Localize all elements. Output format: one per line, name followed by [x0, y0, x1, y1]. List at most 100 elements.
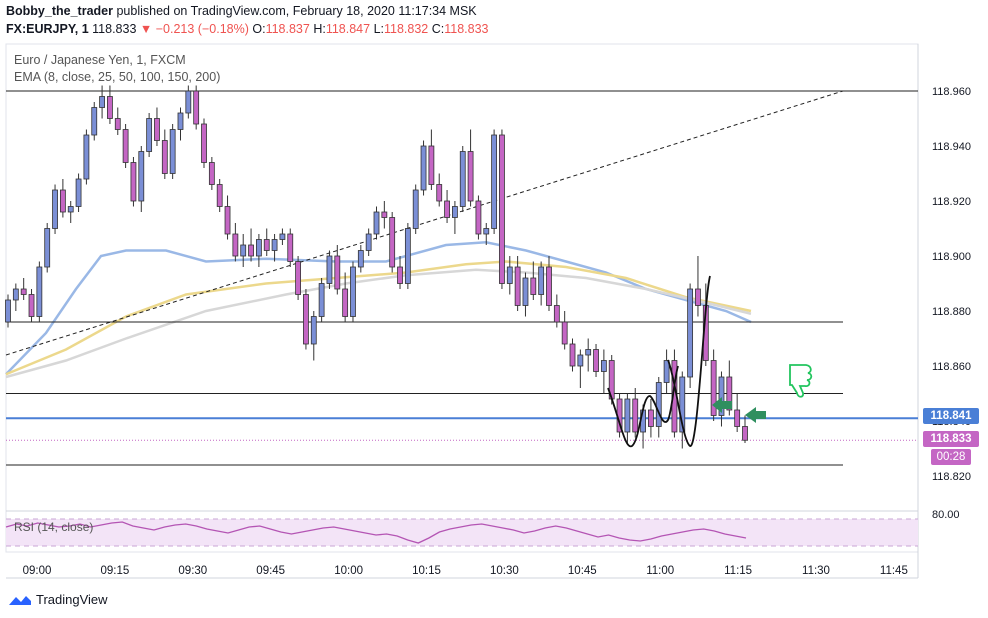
- candle-body: [83, 134, 90, 180]
- candle-body: [373, 211, 380, 235]
- price-change: ▼ −0.213 (−0.18%): [139, 22, 249, 36]
- candle-body: [208, 162, 215, 185]
- candle-body: [624, 398, 631, 433]
- candle-body: [561, 321, 568, 345]
- candle-body: [342, 288, 349, 317]
- drawn-curve-right[interactable]: [667, 275, 711, 447]
- candle-body: [726, 376, 733, 411]
- candle-body: [5, 299, 11, 323]
- candle-body: [428, 145, 435, 185]
- footer-brand: TradingView: [36, 592, 108, 607]
- candle-body: [169, 129, 176, 174]
- time-tick-label: 09:45: [256, 565, 285, 577]
- candle-body: [114, 118, 121, 130]
- candle-body: [154, 118, 160, 141]
- candle-body: [122, 129, 129, 163]
- candle-body: [679, 376, 686, 433]
- candle-body: [240, 244, 247, 257]
- rsi-tick-label: 80.00: [932, 509, 960, 521]
- low-label: L:: [373, 22, 384, 36]
- rsi-legend[interactable]: RSI (14, close): [14, 520, 94, 534]
- candle-body: [52, 189, 58, 229]
- time-tick-label: 10:00: [334, 565, 363, 577]
- current-price-tag: 118.833: [923, 431, 979, 447]
- candle-body: [695, 288, 701, 306]
- candle-body: [742, 426, 748, 441]
- price-tick-label: 118.880: [932, 306, 971, 318]
- close-value: 118.833: [444, 22, 489, 36]
- candle-body: [177, 112, 184, 130]
- candle-body: [452, 206, 458, 218]
- price-tick-label: 118.820: [932, 471, 971, 483]
- candle-body: [514, 266, 521, 306]
- candle-body: [271, 239, 278, 251]
- candle-body: [475, 200, 482, 235]
- candle-body: [577, 354, 584, 367]
- candle-body: [718, 376, 725, 416]
- open-label: O:: [252, 22, 266, 36]
- candle-body: [91, 107, 98, 136]
- ohlc-bar: FX:EURJPY, 1 118.833 ▼ −0.213 (−0.18%) O…: [6, 22, 489, 36]
- candle-body: [420, 145, 427, 191]
- candle-body: [600, 360, 607, 372]
- ema-legend[interactable]: EMA (8, close, 25, 50, 100, 150, 200): [14, 70, 221, 84]
- candle-body: [404, 228, 411, 284]
- candle-body: [381, 211, 388, 218]
- thumbs-down-icon[interactable]: [789, 364, 813, 398]
- candle-body: [350, 266, 356, 317]
- tradingview-footer[interactable]: TradingView: [8, 592, 108, 607]
- candle-body: [12, 288, 19, 301]
- candle-body: [710, 360, 717, 416]
- symbol-label: FX:EURJPY, 1: [6, 22, 89, 36]
- candle-body: [255, 239, 262, 257]
- candle-body: [216, 184, 223, 207]
- candle-body: [506, 266, 513, 284]
- candle-body: [569, 343, 576, 367]
- candle-body: [310, 316, 317, 345]
- price-tick-label: 118.940: [932, 141, 971, 153]
- candle-body: [224, 206, 231, 235]
- candle-body: [648, 409, 654, 427]
- candle-body: [734, 409, 741, 427]
- time-tick-label: 11:45: [880, 565, 908, 577]
- candle-body: [161, 140, 168, 174]
- candle-body: [295, 261, 301, 295]
- last-price: 118.833: [92, 22, 137, 36]
- candle-body: [412, 189, 419, 229]
- high-value: 118.847: [325, 22, 371, 36]
- candle-body: [232, 233, 239, 257]
- candle-body: [357, 250, 364, 268]
- candle-body: [663, 360, 670, 383]
- author-name[interactable]: Bobby_the_trader: [6, 4, 113, 18]
- candle-body: [585, 349, 592, 356]
- candle-body: [107, 96, 113, 119]
- candle-body: [499, 134, 505, 284]
- close-label: C:: [431, 22, 445, 36]
- green-arrow-right-icon: [712, 397, 732, 413]
- candle-body: [279, 233, 286, 240]
- candle-body: [397, 266, 403, 284]
- trend-line[interactable]: [5, 90, 844, 356]
- candle-body: [28, 294, 35, 317]
- price-tick-label: 118.920: [932, 196, 971, 208]
- candle-body: [44, 228, 51, 268]
- candle-body: [483, 228, 490, 235]
- series-title: Euro / Japanese Yen, 1, FXCM: [14, 53, 186, 67]
- time-tick-label: 11:00: [646, 565, 674, 577]
- candle-body: [538, 266, 545, 295]
- candle-body: [130, 162, 137, 202]
- candle-body: [459, 151, 466, 207]
- candle-body: [334, 255, 341, 290]
- green-arrow-left-icon: [745, 407, 766, 423]
- drawn-curve-left[interactable]: [607, 365, 679, 448]
- candle-body: [365, 233, 372, 251]
- candle-body: [20, 288, 27, 295]
- low-value: 118.832: [384, 22, 429, 36]
- plot-frame: [5, 43, 919, 553]
- tradingview-logo-icon: [9, 595, 31, 605]
- candle-body: [36, 266, 43, 317]
- candle-body: [546, 266, 552, 306]
- price-tick-label: 118.860: [932, 361, 971, 373]
- candle-body: [444, 200, 450, 218]
